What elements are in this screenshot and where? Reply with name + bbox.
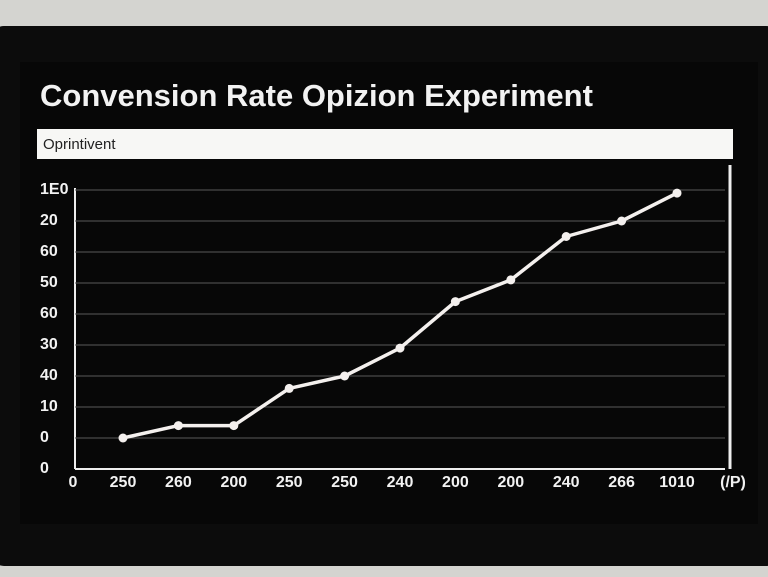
y-tick-label: 10 bbox=[40, 398, 58, 415]
x-tick-label: 250 bbox=[276, 474, 303, 491]
y-tick-label: 50 bbox=[40, 274, 58, 291]
point bbox=[284, 383, 294, 393]
x-tick-label: 200 bbox=[497, 474, 524, 491]
subtitle-bar bbox=[37, 129, 733, 159]
y-tick-label: 40 bbox=[40, 367, 58, 384]
chart-title: Convension Rate Opizion Experiment bbox=[40, 78, 593, 113]
point bbox=[672, 188, 682, 198]
point bbox=[561, 232, 571, 241]
x-tick-label: 250 bbox=[331, 474, 358, 491]
point bbox=[118, 433, 128, 443]
x-tick-label: 250 bbox=[110, 474, 137, 491]
point bbox=[340, 371, 350, 381]
x-origin-label: 0 bbox=[69, 474, 78, 491]
point bbox=[229, 421, 239, 431]
y-tick-label: 60 bbox=[40, 243, 58, 260]
x-tick-label: 240 bbox=[387, 474, 414, 491]
x-unit-label: (/P) bbox=[720, 474, 746, 491]
y-tick-label: 30 bbox=[40, 336, 58, 353]
point bbox=[617, 216, 627, 226]
point bbox=[395, 343, 405, 353]
x-tick-label: 200 bbox=[220, 474, 247, 491]
x-tick-label: 266 bbox=[608, 474, 635, 491]
point bbox=[450, 297, 460, 307]
x-tick-label: 260 bbox=[165, 474, 192, 491]
y-tick-label: 20 bbox=[40, 212, 58, 229]
chart-subtitle: Oprintivent bbox=[43, 136, 116, 153]
x-tick-label: 200 bbox=[442, 474, 469, 491]
x-tick-label: 240 bbox=[553, 474, 580, 491]
y-tick-label: 1E0 bbox=[40, 181, 69, 198]
y-tick-label: 60 bbox=[40, 305, 58, 322]
point bbox=[506, 275, 516, 285]
point bbox=[173, 421, 183, 431]
y-tick-label: 0 bbox=[40, 429, 49, 446]
x-tick-label: 1010 bbox=[659, 474, 695, 491]
y-tick-label: 0 bbox=[40, 460, 49, 477]
